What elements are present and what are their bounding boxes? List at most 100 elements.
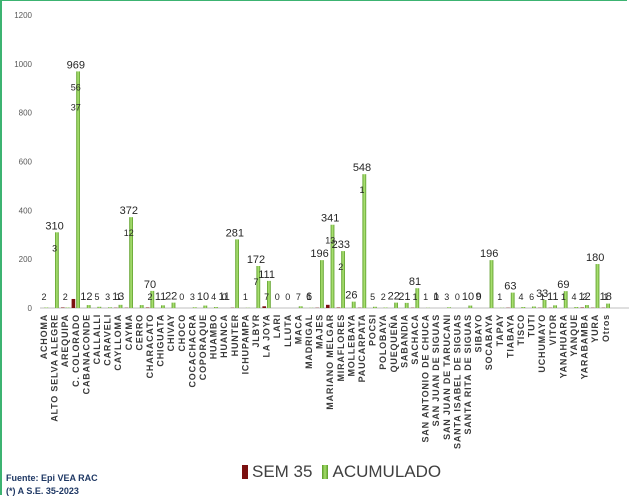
bar-acumulado: [118, 304, 123, 308]
data-label: 69: [557, 279, 569, 291]
legend-swatch-acumulado: [322, 465, 329, 479]
x-tick-label: CHOCO: [177, 314, 187, 352]
bar-acumulado: [521, 307, 526, 308]
x-tick-label: SANTA RITA DE SIGUAS: [463, 314, 473, 435]
bar-acumulado: [373, 306, 377, 308]
data-label: 2: [338, 262, 343, 272]
data-label: 180: [586, 252, 604, 264]
bar-acumulado: [394, 302, 398, 308]
data-label: 56: [71, 82, 81, 92]
bar-sem35: [262, 306, 266, 308]
data-label: 3: [190, 292, 195, 302]
bar-acumulado: [574, 307, 579, 308]
source-note: Fuente: Epi VEA RAC: [6, 473, 98, 483]
bar-acumulado: [192, 307, 197, 308]
data-label: 11: [155, 291, 166, 303]
data-label: 22: [388, 291, 400, 303]
legend-label-acumulado: ACUMULADO: [332, 462, 442, 481]
data-label: 1: [423, 292, 428, 302]
legend-item-acumulado: ACUMULADO: [322, 462, 441, 482]
bar-acumulado: [553, 305, 557, 308]
bar-acumulado: [267, 280, 271, 308]
bar-acumulado: [510, 292, 515, 308]
data-label: 5: [370, 292, 375, 302]
data-label: 2: [63, 292, 68, 302]
data-label: 341: [321, 213, 339, 225]
y-tick-label: 400: [19, 206, 33, 215]
data-label: 0: [179, 292, 184, 302]
data-label: 0: [275, 292, 280, 302]
data-label: 6: [306, 291, 312, 303]
data-label: 0: [476, 292, 481, 302]
data-label: 310: [45, 220, 63, 232]
data-label: 4: [518, 292, 523, 302]
bar-acumulado: [341, 251, 345, 308]
x-tick-label: YARABAMBA: [580, 314, 590, 379]
x-tick-label: CHIGUATA: [156, 314, 166, 367]
y-tick-label: 200: [19, 255, 33, 264]
data-label: 2: [582, 292, 587, 302]
bar-acumulado: [129, 217, 133, 308]
x-tick-label: CERRO: [134, 314, 144, 351]
x-axis-labels: ACHOMA ALTO SELVA ALEGRE AREQUIPA C. COLORA…: [39, 314, 611, 449]
data-label: 172: [247, 254, 265, 266]
x-tick-label: TIABAYA: [505, 314, 515, 358]
x-tick-label: SABANDIA: [399, 314, 409, 368]
data-label: 10: [462, 291, 474, 303]
data-label: 13: [112, 291, 124, 303]
y-tick-label: 800: [19, 109, 33, 118]
x-tick-label: TISCO: [516, 314, 526, 346]
x-tick-label: CHARACATO: [145, 314, 155, 378]
x-tick-label: MAJES: [315, 314, 325, 349]
bar-acumulado: [351, 301, 356, 308]
data-label: 81: [409, 276, 421, 288]
x-tick-label: MACA: [293, 314, 303, 344]
data-label: 3: [105, 292, 110, 302]
data-label: 3: [444, 292, 449, 302]
x-tick-label: COCACHACRA: [187, 314, 197, 388]
x-tick-label: COPORAQUE: [198, 314, 208, 380]
x-tick-label: SACHACA: [410, 314, 420, 365]
data-label: 548: [353, 162, 371, 174]
data-label: 7: [296, 292, 301, 302]
x-tick-label: CARAVELI: [103, 314, 113, 366]
data-label: 1: [603, 292, 608, 302]
bar-acumulado: [139, 305, 144, 308]
x-tick-label: CHIVAY: [166, 314, 176, 351]
data-label: 1: [561, 292, 566, 302]
x-tick-label: ICHUPAMPA: [240, 314, 250, 374]
x-tick-label: JLBYR: [251, 314, 261, 348]
x-tick-label: CAYLLOMA: [113, 314, 123, 371]
bar-acumulado: [150, 290, 155, 308]
bar-acumulado: [235, 239, 239, 308]
bar-acumulado: [86, 305, 91, 308]
y-tick-label: 0: [28, 304, 33, 313]
data-label: 2: [41, 292, 46, 302]
data-label: 196: [310, 248, 328, 260]
data-label: 1: [306, 292, 311, 302]
bar-acumulado: [404, 302, 409, 308]
y-tick-label: 1200: [14, 11, 32, 20]
legend-swatch-sem35: [242, 465, 248, 479]
bar-acumulado: [161, 305, 165, 308]
x-tick-label: TUTI: [527, 314, 537, 337]
data-label: 21: [398, 291, 410, 303]
bar-acumulado: [171, 302, 176, 308]
x-tick-label: UCHUMAYO: [537, 314, 547, 373]
data-label: 5: [94, 292, 99, 302]
data-label: 37: [71, 102, 81, 112]
bar-acumulado: [330, 224, 335, 308]
data-label: 70: [144, 279, 156, 291]
data-label: 0: [455, 292, 460, 302]
data-label: 969: [67, 59, 85, 71]
x-tick-label: POLOBAYA: [378, 314, 388, 370]
data-label: 26: [345, 290, 357, 302]
period-note: (*) A S.E. 35-2023: [6, 486, 79, 496]
x-tick-label: CABANACONDE: [81, 314, 91, 394]
bar-acumulado: [298, 306, 303, 308]
x-tick-label: HUANCA: [219, 314, 229, 358]
bar-acumulado: [55, 232, 59, 308]
data-label: 1: [497, 292, 502, 302]
bar-acumulado: [595, 264, 600, 308]
